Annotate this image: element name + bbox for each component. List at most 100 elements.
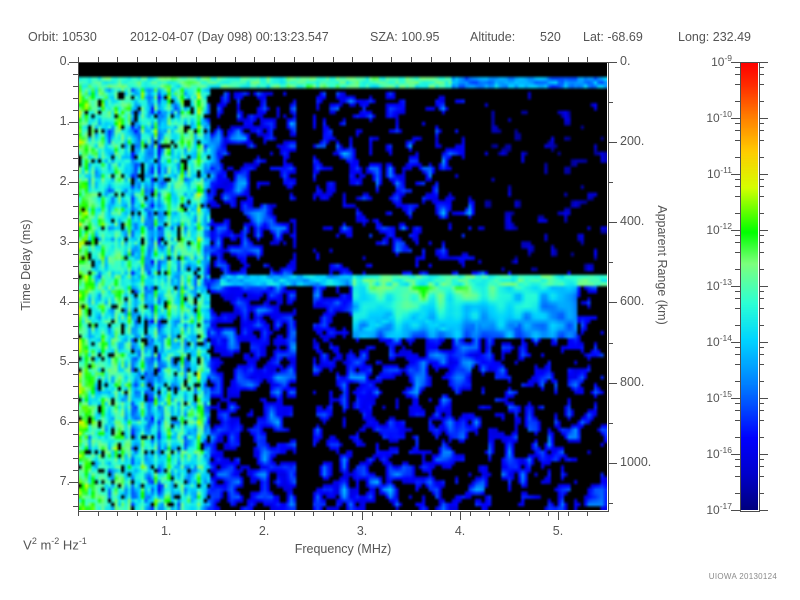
- colorbar-tick-label: 10-16: [706, 445, 732, 461]
- y-right-tick-label: 400.: [620, 214, 645, 229]
- y-right-major-tick: [608, 62, 617, 63]
- x-minor-tick: [235, 511, 236, 516]
- colorbar-tick-label: 10-17: [706, 501, 732, 517]
- x-tick-label: 1.: [160, 524, 172, 538]
- colorbar-minor-tick: [759, 157, 764, 158]
- y-left-minor-tick: [73, 74, 78, 75]
- y-right-minor-tick: [608, 503, 613, 504]
- colorbar-minor-tick: [735, 74, 740, 75]
- colorbar-minor-tick: [759, 308, 764, 309]
- x-minor-tick: [215, 511, 216, 516]
- x-major-tick: [460, 511, 461, 520]
- x-tick-label: 3.: [356, 524, 368, 538]
- colorbar-minor-tick: [735, 213, 740, 214]
- colorbar-minor-tick: [759, 252, 764, 253]
- y-left-minor-tick: [73, 158, 78, 159]
- colorbar-minor-tick: [759, 269, 764, 270]
- colorbar-minor-tick: [735, 242, 740, 243]
- y-left-tick-label: 4.: [59, 294, 70, 309]
- x-tick-label: 4.: [454, 524, 466, 538]
- x-top-tick: [509, 57, 510, 62]
- colorbar-minor-tick: [759, 84, 764, 85]
- x-top-tick: [156, 57, 157, 62]
- x-minor-tick: [274, 511, 275, 516]
- y-left-minor-tick: [73, 170, 78, 171]
- y-right-major-tick: [608, 302, 617, 303]
- y-left-minor-tick: [73, 506, 78, 507]
- x-minor-tick: [313, 511, 314, 516]
- colorbar-minor-tick: [735, 459, 740, 460]
- y-left-minor-tick: [73, 494, 78, 495]
- colorbar-major-tick: [759, 118, 768, 119]
- colorbar-major-tick: [759, 398, 768, 399]
- x-top-tick: [391, 57, 392, 62]
- header-latitude: Lat: -68.69: [583, 30, 643, 44]
- y-left-minor-tick: [73, 194, 78, 195]
- y-left-tick-label: 5.: [59, 354, 70, 369]
- x-minor-tick: [529, 511, 530, 516]
- y-left-minor-tick: [73, 98, 78, 99]
- x-minor-tick: [196, 511, 197, 516]
- colorbar-major-tick: [731, 286, 740, 287]
- colorbar-minor-tick: [759, 101, 764, 102]
- y-left-tick-label: 6.: [59, 414, 70, 429]
- colorbar-minor-tick: [735, 186, 740, 187]
- x-minor-tick: [352, 511, 353, 516]
- colorbar-major-tick: [731, 454, 740, 455]
- x-top-tick: [548, 57, 549, 62]
- colorbar-minor-tick: [759, 459, 764, 460]
- y-left-minor-tick: [73, 314, 78, 315]
- y-axis-title-left: Time Delay (ms): [19, 219, 33, 311]
- colorbar-minor-tick: [735, 196, 740, 197]
- ionogram-heatmap: [78, 62, 607, 510]
- x-top-tick: [411, 57, 412, 62]
- y-left-major-tick: [69, 122, 78, 123]
- colorbar-major-tick: [759, 286, 768, 287]
- x-major-tick: [558, 511, 559, 520]
- y-left-tick-label: 3.: [59, 234, 70, 249]
- y-right-major-tick: [608, 463, 617, 464]
- colorbar-minor-tick: [735, 437, 740, 438]
- colorbar-major-tick: [759, 342, 768, 343]
- y-left-major-tick: [69, 362, 78, 363]
- colorbar-minor-tick: [735, 410, 740, 411]
- x-top-tick: [568, 57, 569, 62]
- colorbar-minor-tick: [735, 84, 740, 85]
- x-top-tick: [215, 57, 216, 62]
- colorbar-minor-tick: [759, 466, 764, 467]
- x-top-tick: [333, 57, 334, 62]
- x-top-tick: [137, 57, 138, 62]
- colorbar-minor-tick: [735, 123, 740, 124]
- colorbar-minor-tick: [759, 213, 764, 214]
- y-right-major-tick: [608, 222, 617, 223]
- colorbar-minor-tick: [759, 235, 764, 236]
- x-minor-tick: [470, 511, 471, 516]
- y-left-minor-tick: [73, 146, 78, 147]
- x-minor-tick: [548, 511, 549, 516]
- ionogram-plot-area: [78, 62, 607, 510]
- colorbar-minor-tick: [759, 179, 764, 180]
- colorbar: [740, 62, 758, 510]
- y-left-minor-tick: [73, 374, 78, 375]
- y-left-minor-tick: [73, 278, 78, 279]
- y-left-minor-tick: [73, 350, 78, 351]
- y-left-tick-label: 2.: [59, 174, 70, 189]
- y-left-major-tick: [69, 182, 78, 183]
- colorbar-minor-tick: [759, 354, 764, 355]
- x-minor-tick: [78, 511, 79, 516]
- x-minor-tick: [411, 511, 412, 516]
- y-right-minor-tick: [608, 102, 613, 103]
- y-left-minor-tick: [73, 446, 78, 447]
- x-top-tick: [489, 57, 490, 62]
- colorbar-gradient: [740, 62, 758, 510]
- y-left-minor-tick: [73, 410, 78, 411]
- x-minor-tick: [450, 511, 451, 516]
- x-top-tick: [196, 57, 197, 62]
- colorbar-minor-tick: [735, 381, 740, 382]
- x-major-tick: [362, 511, 363, 520]
- y-right-tick-label: 0.: [620, 54, 631, 68]
- y-left-tick-label: 7.: [59, 474, 70, 489]
- x-tick-label: 5.: [552, 524, 564, 538]
- y-left-minor-tick: [73, 134, 78, 135]
